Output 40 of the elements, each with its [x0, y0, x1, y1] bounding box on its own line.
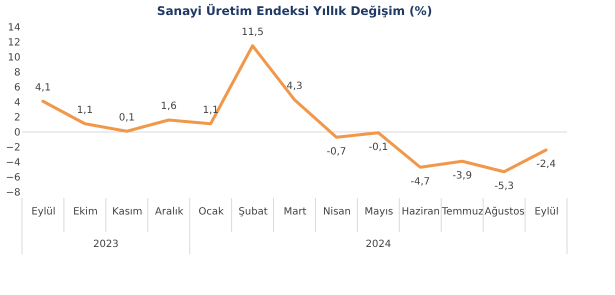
- data-label: 0,1: [118, 112, 135, 124]
- chart-title: Sanayi Üretim Endeksi Yıllık Değişim (%): [156, 3, 432, 18]
- y-tick-label: 14: [8, 22, 20, 34]
- data-label: 11,5: [241, 26, 264, 38]
- data-label: 1,1: [76, 104, 93, 116]
- x-tick-label: Mayıs: [364, 206, 394, 218]
- data-label: 4,1: [35, 82, 51, 94]
- x-tick-label: Ocak: [198, 206, 224, 218]
- data-label: -0,7: [326, 146, 346, 158]
- x-tick-label: Eylül: [31, 206, 56, 218]
- y-tick-label: 8: [14, 68, 20, 78]
- y-tick-label: 6: [14, 82, 20, 94]
- x-tick-label: Haziran: [402, 206, 440, 218]
- data-label: 1,6: [160, 101, 177, 112]
- text: 2024: [366, 239, 392, 250]
- y-tick-label: 0: [14, 128, 20, 138]
- x-tick-label: Kasım: [112, 206, 142, 218]
- data-label: -4,7: [410, 176, 430, 188]
- text: 2023: [93, 239, 119, 250]
- y-tick-label: 10: [8, 52, 20, 64]
- y-tick-label: −6: [6, 172, 20, 184]
- y-tick-label: −4: [6, 158, 20, 168]
- y-tick-label: −8: [6, 188, 20, 198]
- x-tick-label: Şubat: [238, 206, 268, 218]
- x-tick-label: Nisan: [322, 206, 351, 218]
- data-label: 4,3: [286, 80, 302, 92]
- data-label: -0,1: [368, 142, 388, 153]
- data-label: -2,4: [536, 159, 556, 170]
- y-tick-label: 2: [14, 112, 20, 124]
- x-tick-label: Mart: [284, 206, 306, 218]
- x-tick-label: Aralık: [155, 206, 184, 218]
- x-tick-label: Ekim: [73, 206, 98, 218]
- y-tick-label: −2: [6, 142, 20, 154]
- data-label: -5,3: [494, 180, 514, 192]
- x-tick-label: Eylül: [534, 206, 559, 218]
- y-tick-label: 4: [14, 98, 20, 108]
- x-tick-label: Ağustos: [484, 206, 525, 218]
- y-tick-label: 12: [8, 38, 20, 48]
- x-tick-label: Temmuz: [440, 206, 484, 218]
- data-label: -3,9: [452, 170, 472, 182]
